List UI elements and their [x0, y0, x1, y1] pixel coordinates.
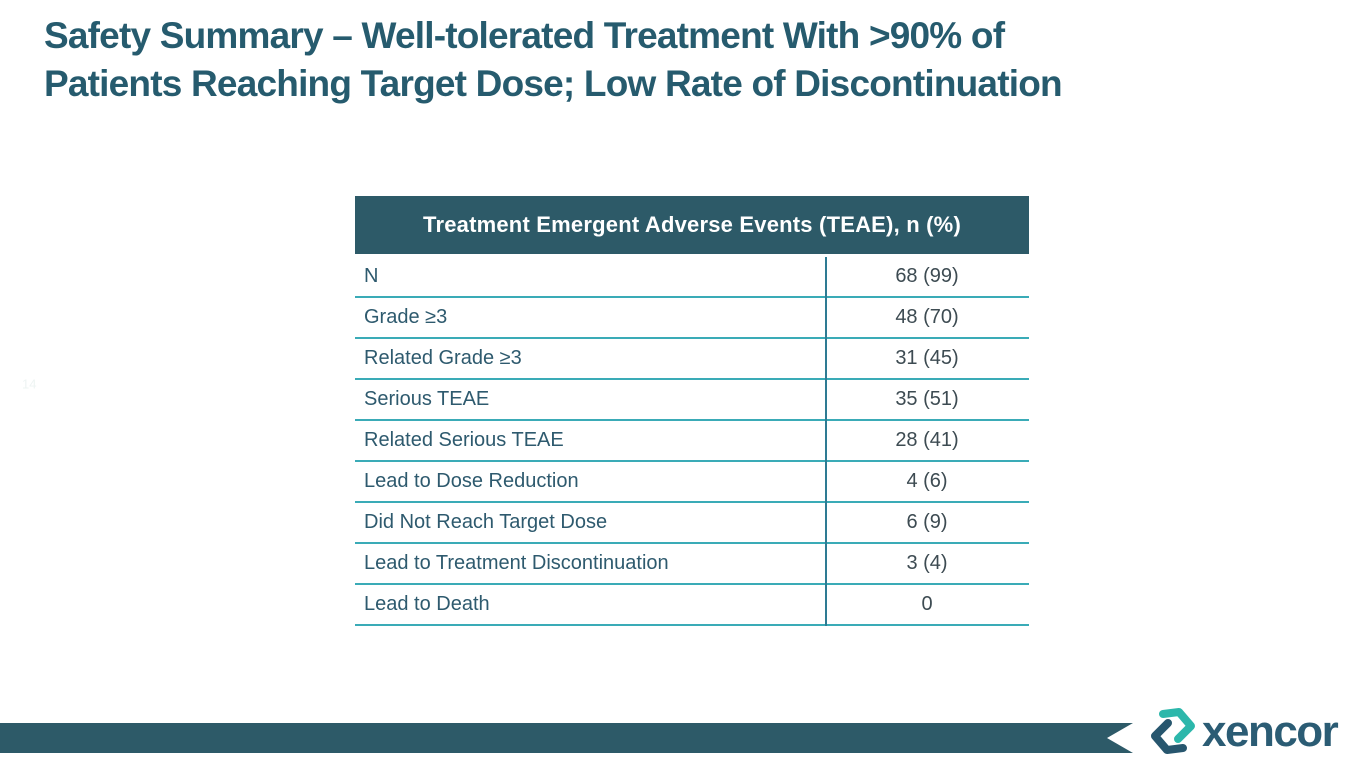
row-label: Related Serious TEAE	[364, 429, 564, 451]
row-label: N	[364, 265, 379, 287]
xencor-logo: xencor	[1150, 702, 1339, 760]
xencor-logo-text: xencor	[1202, 707, 1339, 756]
row-value: 0	[921, 593, 933, 615]
table-row: Serious TEAE 35 (51)	[355, 380, 1029, 421]
table-row: Lead to Treatment Discontinuation 3 (4)	[355, 544, 1029, 585]
row-value: 68 (99)	[895, 265, 959, 287]
row-label: Lead to Death	[364, 593, 490, 615]
row-value: 48 (70)	[895, 306, 959, 328]
row-label: Serious TEAE	[364, 388, 490, 410]
table-row: N 68 (99)	[355, 257, 1029, 298]
row-value: 6 (9)	[906, 511, 948, 533]
row-label: Lead to Treatment Discontinuation	[364, 552, 669, 574]
row-value: 3 (4)	[906, 552, 948, 574]
table-row: Related Serious TEAE 28 (41)	[355, 421, 1029, 462]
table-row: Grade ≥3 48 (70)	[355, 298, 1029, 339]
title-line-1: Safety Summary – Well-tolerated Treatmen…	[44, 15, 1005, 56]
row-value: 31 (45)	[895, 347, 959, 369]
table-body: N 68 (99) Grade ≥3 48 (70) Related Grade…	[355, 257, 1029, 626]
title-line-2: Patients Reaching Target Dose; Low Rate …	[44, 63, 1063, 104]
row-value: 4 (6)	[906, 470, 948, 492]
xencor-logo-icon	[1151, 708, 1195, 754]
page-number: 14	[22, 376, 37, 392]
row-value: 35 (51)	[895, 388, 959, 410]
table-row: Lead to Death 0	[355, 585, 1029, 626]
table-row: Did Not Reach Target Dose 6 (9)	[355, 503, 1029, 544]
teae-table: Treatment Emergent Adverse Events (TEAE)…	[355, 196, 1029, 626]
row-label: Related Grade ≥3	[364, 347, 522, 369]
table-row: Related Grade ≥3 31 (45)	[355, 339, 1029, 380]
column-divider	[825, 257, 827, 626]
table-row: Lead to Dose Reduction 4 (6)	[355, 462, 1029, 503]
row-label: Did Not Reach Target Dose	[364, 511, 608, 533]
page-title: Safety Summary – Well-tolerated Treatmen…	[44, 12, 1334, 108]
footer-bar	[0, 723, 1133, 753]
row-label: Lead to Dose Reduction	[364, 470, 579, 492]
row-value: 28 (41)	[895, 429, 959, 451]
table-header: Treatment Emergent Adverse Events (TEAE)…	[355, 196, 1029, 254]
row-label: Grade ≥3	[364, 306, 448, 328]
